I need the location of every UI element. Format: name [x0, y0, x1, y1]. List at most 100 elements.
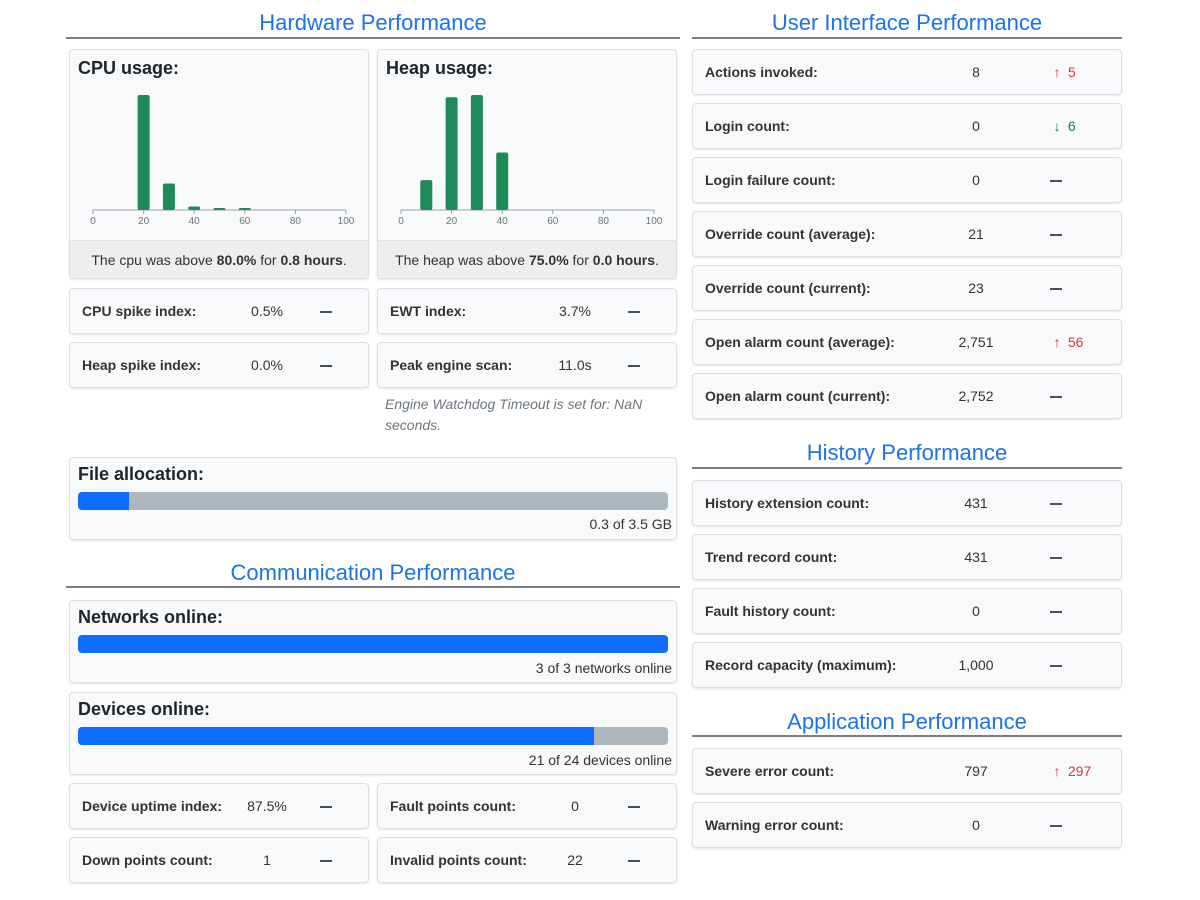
dash-icon: [320, 806, 332, 809]
devices-online-card: Devices online: 21 of 24 devices online: [69, 692, 677, 775]
networks-online-fill: [78, 635, 668, 653]
arrow-up-icon: ↑: [1053, 763, 1061, 779]
ewt-note: Engine Watchdog Timeout is set for: NaN …: [385, 396, 643, 433]
dash-icon: [1050, 180, 1062, 183]
metric-trend: ↑ 56: [1050, 320, 1084, 364]
cpu-usage-title: CPU usage:: [78, 58, 180, 78]
section-rule-application: [692, 735, 1122, 737]
heap-chart-tick-label: 80: [598, 216, 610, 227]
metric-trend: [1050, 643, 1062, 687]
metric-label: Trend record count:: [705, 549, 838, 565]
dash-icon: [1050, 557, 1062, 560]
metric-card: Login failure count: 0: [692, 157, 1122, 203]
metric-trend: [1050, 589, 1062, 633]
heap-chart-bar: [470, 95, 483, 210]
heap-chart-bar: [496, 152, 509, 210]
metric-delta: 56: [1064, 334, 1084, 350]
cpu-usage-card: CPU usage: 0 20 40 60 80 100 The cpu was abov…: [69, 49, 369, 279]
section-title-ui: User Interface Performance: [771, 10, 1043, 35]
metric-label: Heap spike index:: [82, 357, 202, 373]
file-allocation-fill: [78, 492, 129, 510]
metric-trend: [628, 289, 640, 333]
metric-trend: [1050, 158, 1062, 202]
metric-value: 0: [972, 118, 980, 134]
file-allocation-card: File allocation: 0.3 of 3.5 GB: [69, 457, 677, 540]
cpu-chart-bar: [188, 206, 201, 210]
heap-usage-chart: 0 20 40 60 80 100: [398, 95, 663, 227]
dash-icon: [628, 311, 640, 314]
metric-trend: [628, 343, 640, 387]
metric-value: 431: [964, 495, 988, 511]
metric-trend: [320, 838, 332, 882]
metric-label: Device uptime index:: [82, 798, 223, 814]
metric-card: Login count: 0 ↓ 6: [692, 103, 1122, 149]
metric-value: 431: [964, 549, 988, 565]
metric-trend: [320, 343, 332, 387]
metric-trend: [1050, 481, 1062, 525]
cpu-chart-tick-label: 40: [189, 216, 201, 227]
metric-card: Trend record count: 431: [692, 534, 1122, 580]
metric-trend: [1050, 803, 1062, 847]
devices-online-fill: [78, 727, 595, 745]
metric-value: 2,751: [958, 334, 994, 350]
metric-label: Open alarm count (current):: [705, 388, 891, 404]
metric-value: 8: [972, 64, 980, 80]
metric-value: 0: [972, 817, 980, 833]
devices-online-caption: 21 of 24 devices online: [528, 752, 672, 768]
metric-delta: 5: [1064, 64, 1076, 80]
metric-value: 1: [263, 852, 271, 868]
metric-label: Fault points count:: [390, 798, 516, 814]
metric-value: 1,000: [958, 657, 994, 673]
metric-card: Open alarm count (average): 2,751 ↑ 56: [692, 319, 1122, 365]
section-title-history: History Performance: [806, 440, 1008, 465]
file-allocation-title: File allocation:: [78, 464, 205, 484]
metric-card: Severe error count: 797 ↑ 297: [692, 748, 1122, 794]
metric-card: Override count (average): 21: [692, 211, 1122, 257]
metric-label: Actions invoked:: [705, 64, 818, 80]
metric-value: 23: [968, 280, 984, 296]
heap-chart-tick-label: 100: [646, 216, 663, 227]
section-rule-ui: [692, 37, 1122, 39]
arrow-down-icon: ↓: [1053, 118, 1061, 134]
cpu-foot-mid: for: [256, 252, 281, 268]
metric-label: Fault history count:: [705, 603, 836, 619]
metric-value: 11.0s: [558, 357, 592, 373]
metric-label: Override count (average):: [705, 226, 876, 242]
metric-trend: [1050, 535, 1062, 579]
metric-value: 2,752: [958, 388, 994, 404]
heap-usage-card: Heap usage: 0 20 40 60 80 100 The heap was ab…: [377, 49, 677, 279]
metric-label: Override count (current):: [705, 280, 871, 296]
metric-card: Override count (current): 23: [692, 265, 1122, 311]
heap-chart-bar: [445, 97, 458, 210]
metric-label: Login failure count:: [705, 172, 836, 188]
metric-trend: [1050, 374, 1062, 418]
cpu-chart-tick-label: 80: [290, 216, 302, 227]
section-title-hardware: Hardware Performance: [259, 10, 487, 35]
cpu-chart-tick-label: 20: [138, 216, 150, 227]
metric-trend: [320, 289, 332, 333]
metric-card: Open alarm count (current): 2,752: [692, 373, 1122, 419]
dash-icon: [1050, 288, 1062, 291]
dash-icon: [320, 365, 332, 368]
section-title-communication: Communication Performance: [230, 560, 516, 585]
metric-trend: ↑ 297: [1050, 749, 1092, 793]
cpu-chart-bar: [162, 183, 175, 210]
metric-label: Invalid points count:: [390, 852, 527, 868]
dash-icon: [628, 860, 640, 863]
arrow-up-icon: ↑: [1053, 64, 1061, 80]
metric-label: History extension count:: [705, 495, 870, 511]
metric-value: 0.0%: [251, 357, 283, 373]
section-rule-hardware: [66, 37, 680, 39]
metric-label: Down points count:: [82, 852, 213, 868]
metric-card-fault-points: Fault points count: 0: [377, 783, 677, 829]
metric-trend: [1050, 266, 1062, 310]
metric-delta: 6: [1064, 118, 1076, 134]
cpu-chart-tick-label: 100: [338, 216, 355, 227]
dash-icon: [320, 860, 332, 863]
metric-trend: [1050, 212, 1062, 256]
cpu-chart-bar: [137, 95, 150, 210]
heap-chart-tick-label: 0: [398, 216, 404, 227]
metric-label: CPU spike index:: [82, 303, 197, 319]
metric-card-device-uptime: Device uptime index: 87.5%: [69, 783, 369, 829]
networks-online-bar: [78, 635, 668, 653]
